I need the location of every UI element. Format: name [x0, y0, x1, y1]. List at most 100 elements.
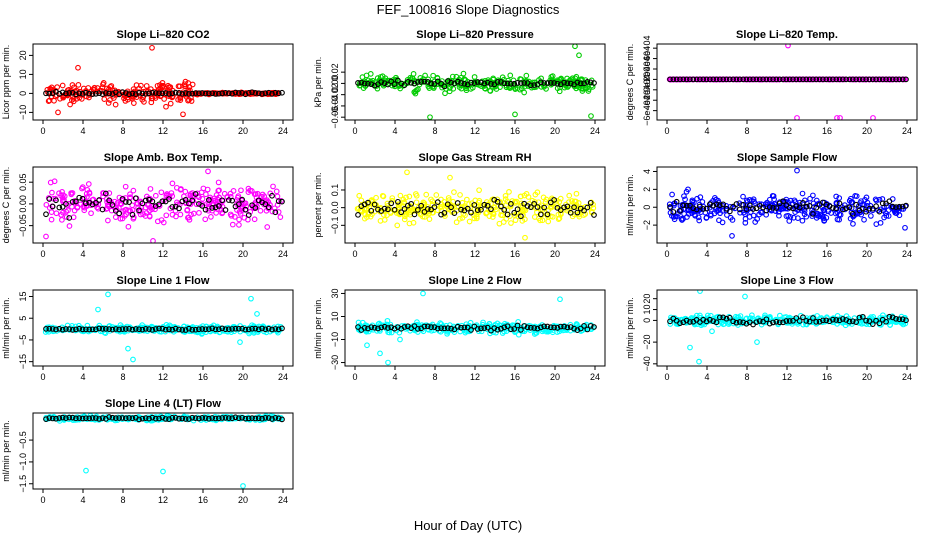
hourly-point: [126, 326, 132, 332]
y-tick-label: −30: [330, 355, 340, 370]
scatter-point: [861, 216, 867, 223]
scatter-point: [489, 214, 496, 220]
hourly-point: [249, 89, 255, 96]
scatter-point: [43, 201, 50, 208]
hourly-point: [820, 317, 826, 324]
scatter-point: [243, 203, 250, 210]
hourly-point: [146, 326, 152, 332]
scatter-point: [803, 213, 810, 220]
scatter-point: [215, 179, 222, 186]
hourly-point: [451, 210, 458, 217]
scatter-point: [372, 202, 379, 209]
hourly-point: [541, 204, 547, 211]
scatter-point: [206, 203, 213, 210]
hourly-point: [245, 326, 252, 333]
scatter-outlier: [794, 167, 800, 174]
hourly-point: [401, 205, 408, 212]
x-tick-label: 0: [40, 249, 45, 259]
hourly-point: [866, 76, 873, 83]
hourly-point: [438, 325, 444, 332]
hourly-point: [355, 211, 361, 218]
hourly-point: [504, 80, 511, 87]
hourly-point: [186, 200, 192, 207]
x-tick-label: 12: [782, 372, 792, 382]
scatter-outlier: [572, 44, 578, 50]
hourly-point: [242, 206, 249, 213]
hourly-point: [196, 90, 202, 97]
y-axis-label: degrees C per min.: [625, 44, 635, 121]
hourly-point: [836, 76, 843, 83]
scatter-points: [355, 44, 597, 120]
x-tick-label: 20: [238, 126, 248, 136]
hourly-point: [508, 200, 514, 207]
x-tick-label: 4: [392, 249, 397, 259]
hourly-point: [441, 83, 448, 90]
scatter-point: [813, 197, 820, 204]
scatter-point: [277, 214, 284, 221]
hourly-point: [770, 76, 776, 83]
scatter-point: [508, 220, 514, 226]
scatter-point: [177, 97, 184, 103]
hourly-point: [139, 90, 146, 97]
scatter-point: [69, 203, 75, 210]
y-tick-label: 10: [18, 69, 28, 79]
hourly-point: [703, 76, 710, 83]
hourly-point: [524, 203, 531, 209]
x-tick-label: 20: [238, 372, 248, 382]
hourly-point: [59, 414, 66, 421]
scatter-point: [149, 95, 156, 102]
scatter-points: [43, 413, 285, 489]
hourly-point: [93, 90, 99, 97]
hourly-point: [149, 326, 156, 333]
scatter-point: [721, 320, 728, 327]
scatter-point: [545, 218, 552, 225]
hourly-point: [498, 325, 504, 332]
hourly-point: [96, 90, 103, 97]
hourly-point: [773, 318, 780, 325]
hourly-point: [49, 203, 56, 210]
scatter-point: [69, 190, 76, 196]
hourly-point: [571, 325, 577, 332]
scatter-point: [549, 213, 556, 220]
scatter-point: [799, 190, 806, 197]
hourly-point: [830, 316, 836, 323]
hourly-point: [830, 205, 836, 211]
hourly-point: [859, 205, 866, 212]
hourly-point: [56, 415, 63, 421]
hourly-point: [106, 414, 113, 420]
hourly-point: [53, 415, 59, 422]
x-tick-label: 12: [158, 372, 168, 382]
scatter-point: [270, 183, 276, 190]
hourly-point: [806, 318, 813, 325]
scatter-point: [724, 212, 730, 218]
hourly-point: [365, 80, 371, 87]
hourly-point: [249, 415, 255, 422]
hourly-point: [192, 326, 199, 333]
hourly-point: [839, 76, 846, 83]
hourly-point: [66, 414, 73, 421]
scatter-point: [406, 193, 413, 200]
hourly-point: [186, 90, 192, 97]
hourly-point: [189, 197, 196, 204]
panel-4: Slope Amb. Box Temp. degrees C per min. 0 4…: [1, 152, 294, 259]
hourly-point: [713, 76, 720, 83]
scatter-point: [458, 74, 464, 81]
hourly-point: [79, 195, 86, 202]
hourly-point: [424, 323, 431, 330]
hourly-point: [375, 325, 381, 332]
hourly-point: [458, 80, 464, 86]
hourly-point: [63, 415, 69, 421]
scatter-point: [413, 191, 419, 197]
y-tick-label: −0.06: [330, 106, 340, 129]
scatter-point: [434, 207, 441, 214]
hourly-point: [66, 90, 73, 96]
hourly-point: [272, 326, 279, 332]
hourly-point: [431, 204, 438, 211]
scatter-point: [127, 191, 133, 198]
hourly-point: [102, 326, 109, 332]
hourly-point: [96, 325, 103, 332]
hourly-point: [242, 91, 249, 98]
scatter-outlier: [377, 350, 383, 357]
x-tick-label: 24: [902, 249, 912, 259]
y-axis-label: ml/min per min.: [625, 297, 635, 359]
